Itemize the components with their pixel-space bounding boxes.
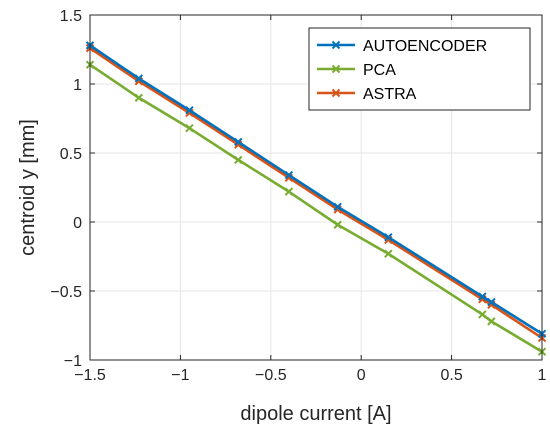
- x-tick-label: −1.5: [74, 367, 106, 384]
- x-tick-label: 0: [357, 367, 366, 384]
- data-point-pca: [185, 123, 194, 133]
- legend-entry-autoencoder: AUTOENCODER: [317, 38, 487, 55]
- data-point-autoencoder: [185, 106, 194, 115]
- y-tick-label: 0.5: [60, 146, 82, 163]
- data-point-pca: [284, 187, 294, 196]
- x-tick-label: 1: [538, 367, 547, 384]
- y-tick-label: 1: [73, 77, 82, 94]
- x-tick-label: −1: [171, 367, 189, 384]
- legend-label: AUTOENCODER: [363, 38, 487, 55]
- legend-marker: [331, 40, 341, 50]
- y-tick-label: −1: [64, 353, 82, 370]
- data-point-autoencoder: [478, 292, 487, 301]
- data-point-autoencoder: [134, 74, 144, 83]
- y-tick-label: 1.5: [60, 8, 82, 25]
- data-point-autoencoder: [284, 170, 294, 180]
- data-point-pca: [134, 93, 144, 103]
- legend: AUTOENCODER PCA ASTRA: [308, 27, 531, 111]
- data-point-pca: [384, 249, 393, 258]
- series-line-autoencoder: [89, 44, 543, 335]
- legend-marker: [331, 88, 341, 98]
- series-autoencoder: [85, 41, 547, 338]
- series-group: [85, 41, 547, 356]
- legend-marker: [331, 64, 341, 74]
- series-line-astra: [89, 47, 543, 340]
- legend-label: PCA: [363, 62, 396, 79]
- y-tick-label: −0.5: [50, 284, 82, 301]
- x-tick-label: −0.5: [255, 367, 287, 384]
- x-tick-label: 0.5: [440, 367, 462, 384]
- data-point-autoencoder: [384, 232, 393, 242]
- legend-label: ASTRA: [363, 86, 417, 103]
- y-axis-label: centroid y [mm]: [17, 119, 39, 256]
- y-tick-label: 0: [73, 215, 82, 232]
- data-point-pca: [234, 155, 243, 165]
- x-axis-label: dipole current [A]: [240, 403, 391, 425]
- data-point-autoencoder: [333, 202, 342, 212]
- data-point-autoencoder: [234, 137, 243, 147]
- ticks: −1.5 −1 −0.5 0 0.5 1−1−0.500.511.5: [50, 8, 546, 384]
- data-point-pca: [487, 317, 496, 326]
- data-point-pca: [478, 310, 487, 319]
- series-line-pca: [89, 63, 543, 353]
- plot-frame: [89, 14, 543, 361]
- legend-entry-astra: ASTRA: [317, 86, 417, 103]
- data-point-autoencoder: [487, 297, 496, 307]
- legend-entry-pca: PCA: [317, 62, 396, 79]
- data-point-pca: [333, 220, 342, 229]
- axis-labels: dipole current [A] centroid y [mm]: [17, 119, 392, 425]
